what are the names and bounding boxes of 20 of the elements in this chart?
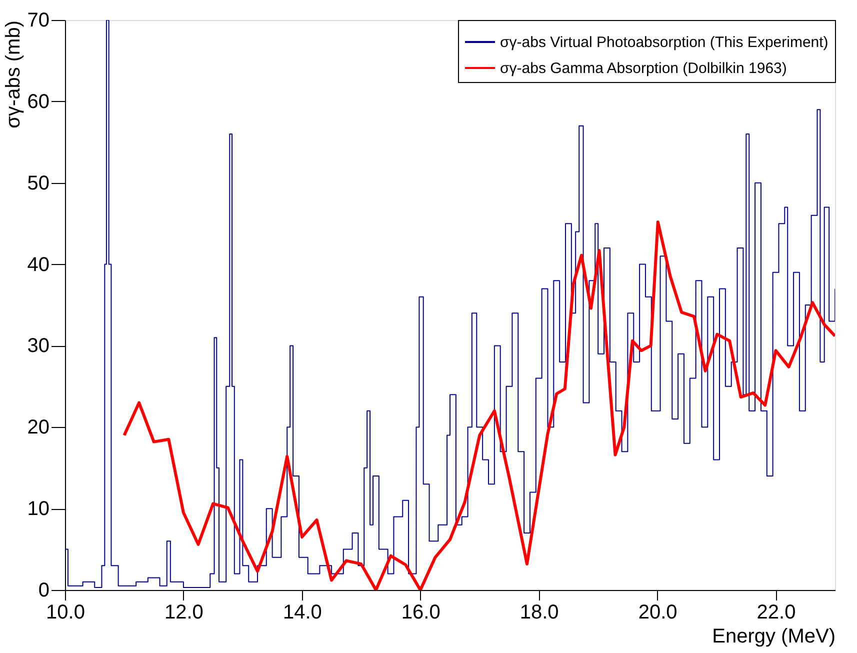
- x-tick-label: 14.0: [282, 602, 322, 624]
- y-tick-label: 40: [27, 254, 50, 276]
- y-tick-label: 10: [27, 498, 50, 520]
- y-tick-label: 70: [27, 10, 50, 32]
- legend-label: σγ-abs Virtual Photoabsorption (This Experiment): [500, 34, 828, 51]
- y-tick-label: 30: [27, 335, 50, 358]
- x-tick-label: 12.0: [164, 602, 204, 624]
- x-tick-label: 18.0: [520, 602, 559, 624]
- y-tick-label: 20: [27, 416, 50, 439]
- x-tick-label: 10.0: [46, 602, 85, 624]
- x-tick-label: 22.0: [756, 602, 796, 624]
- x-axis-title: Energy (MeV): [712, 626, 836, 648]
- y-tick-label: 60: [27, 90, 50, 113]
- x-tick-label: 16.0: [401, 602, 440, 624]
- y-tick-label: 0: [38, 580, 50, 602]
- legend-label: σγ-abs Gamma Absorption (Dolbilkin 1963): [500, 60, 787, 77]
- y-axis-title: σγ-abs (mb): [2, 20, 24, 128]
- y-tick-label: 50: [27, 172, 50, 194]
- x-tick-label: 20.0: [638, 602, 678, 624]
- line-series: [122, 220, 835, 590]
